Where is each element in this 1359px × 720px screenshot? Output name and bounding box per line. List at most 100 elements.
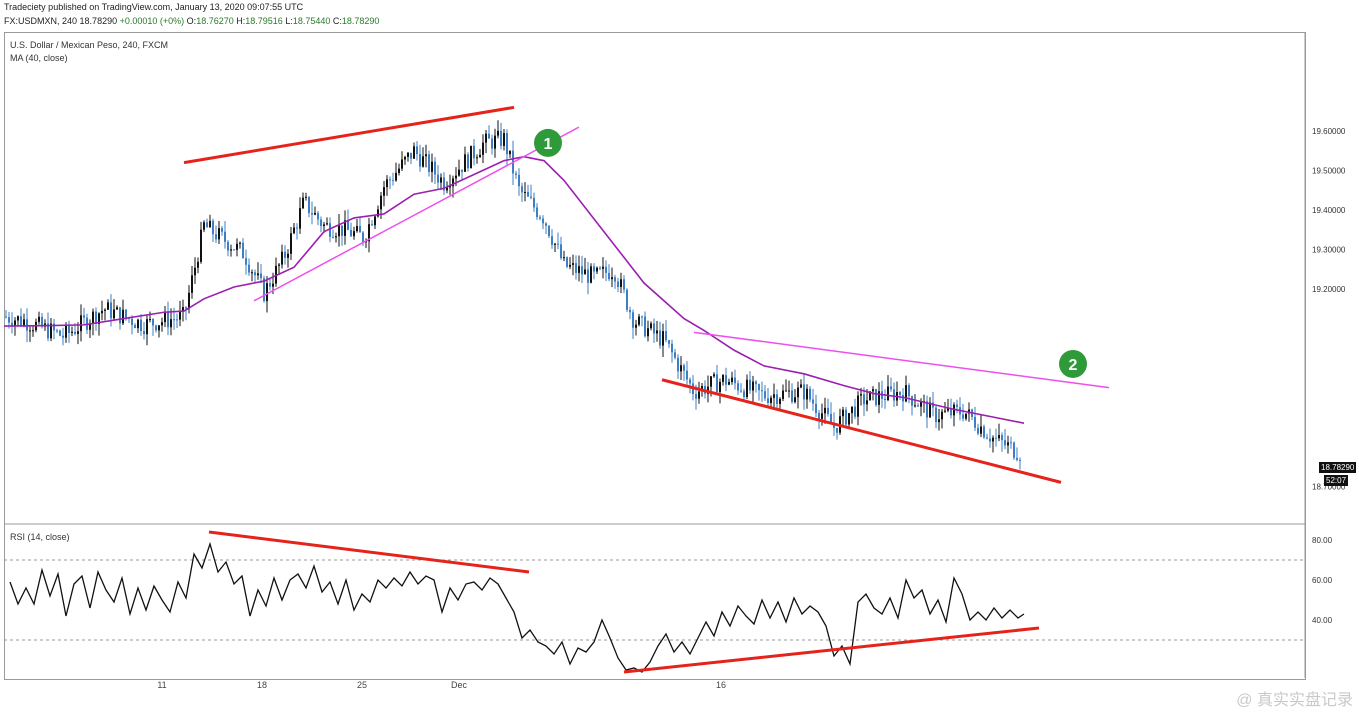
candle-body	[59, 330, 61, 336]
time-tick-label: 18	[257, 680, 267, 690]
candle-body	[77, 331, 79, 334]
rsi-pane-title[interactable]: RSI (14, close)	[10, 532, 70, 542]
candle-body	[764, 391, 766, 399]
candle-body	[593, 266, 595, 272]
candle-body	[1001, 435, 1003, 441]
candle-body	[806, 388, 808, 400]
price-tick-label: 18.70000	[1312, 482, 1346, 491]
candle-body	[80, 315, 82, 332]
candle-body	[278, 264, 280, 266]
candle-body	[104, 309, 106, 311]
candle-body	[878, 391, 880, 405]
candle-body	[413, 146, 415, 159]
candle-body	[674, 352, 676, 358]
candle-body	[326, 223, 328, 225]
candle-body	[368, 224, 370, 242]
candle-body	[569, 264, 571, 267]
candle-body	[884, 398, 886, 401]
candle-body	[146, 319, 148, 335]
candle-body	[941, 411, 943, 420]
candle-body	[509, 150, 511, 155]
candle-body	[476, 157, 478, 159]
price-tick-label: 19.50000	[1312, 167, 1346, 176]
candle-body	[461, 169, 463, 172]
last-price-badge: 18.78290	[1319, 462, 1357, 473]
candle-body	[980, 426, 982, 434]
candle-body	[254, 272, 256, 276]
candle-body	[266, 283, 268, 302]
time-tick-label: 25	[357, 680, 367, 690]
candle-body	[161, 322, 163, 326]
candle-body	[386, 179, 388, 188]
candle-body	[680, 365, 682, 372]
candle-body	[962, 414, 964, 419]
price-tick-label: 19.40000	[1312, 206, 1346, 215]
candle-body	[269, 283, 271, 287]
candle-body	[893, 389, 895, 401]
candle-body	[860, 394, 862, 396]
candle-body	[617, 281, 619, 287]
candle-body	[1007, 442, 1009, 446]
candle-body	[665, 331, 667, 341]
candle-body	[455, 175, 457, 179]
candle-body	[206, 222, 208, 228]
candle-body	[173, 319, 175, 321]
candle-body	[536, 207, 538, 218]
time-tick-label: Dec	[451, 680, 468, 690]
candle-body	[356, 226, 358, 232]
candle-body	[500, 130, 502, 146]
candle-body	[89, 323, 91, 330]
candle-body	[623, 279, 625, 290]
candle-body	[359, 226, 361, 233]
candle-body	[1019, 459, 1021, 461]
price-tick-label: 19.20000	[1312, 285, 1346, 294]
candle-body	[596, 267, 598, 272]
candle-body	[443, 177, 445, 191]
rsi-trendline	[623, 626, 1040, 674]
rsi-trendline	[208, 530, 530, 574]
candle-body	[398, 168, 400, 173]
candle-body	[149, 319, 151, 321]
candle-body	[767, 398, 769, 404]
candle-body	[290, 233, 292, 254]
candle-body	[794, 397, 796, 403]
candle-body	[239, 242, 241, 244]
candle-body	[734, 377, 736, 384]
candle-body	[548, 225, 550, 237]
candle-body	[977, 427, 979, 434]
candle-body	[716, 374, 718, 393]
last-price: 18.78290	[79, 16, 118, 26]
candle-body	[542, 218, 544, 224]
marker-circle	[1059, 349, 1087, 378]
low-value: 18.75440	[292, 16, 331, 26]
ma-line	[3, 155, 1025, 424]
candle-body	[314, 212, 316, 215]
candle-body	[320, 219, 322, 227]
candle-body	[731, 377, 733, 382]
candle-body	[302, 197, 304, 209]
candle-body	[401, 159, 403, 169]
candle-body	[14, 320, 16, 327]
candle-body	[995, 437, 997, 439]
candle-body	[284, 251, 286, 258]
candle-body	[362, 232, 364, 243]
ma-indicator-label[interactable]: MA (40, close)	[10, 53, 68, 63]
candle-body	[638, 316, 640, 325]
candle-body	[494, 135, 496, 149]
candle-body	[557, 243, 559, 245]
symbol: FX:USDMXN, 240	[4, 16, 78, 26]
candle-body	[524, 191, 526, 193]
candle-body	[107, 302, 109, 310]
candle-body	[749, 379, 751, 391]
candle-body	[506, 133, 508, 155]
candle-body	[935, 407, 937, 423]
candle-body	[911, 396, 913, 406]
candle-body	[614, 277, 616, 282]
candle-body	[947, 408, 949, 411]
candle-body	[257, 273, 259, 276]
candle-body	[224, 231, 226, 242]
candle-body	[779, 398, 781, 404]
rsi-ticks: 80.00 60.00 40.00	[1312, 536, 1333, 625]
candle-body	[590, 266, 592, 283]
